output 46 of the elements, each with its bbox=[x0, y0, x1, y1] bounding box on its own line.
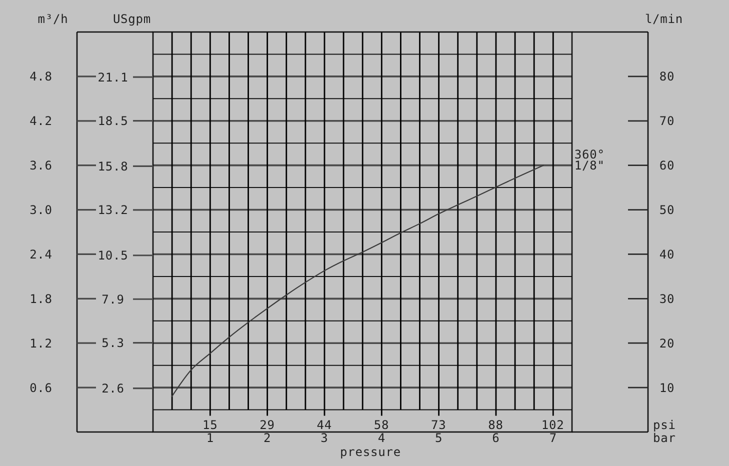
x2-tick-label: 29 bbox=[260, 418, 275, 432]
x-tick-label: 5 bbox=[435, 431, 443, 445]
x-tick-label: 4 bbox=[378, 431, 386, 445]
y3-tick-label: 5.3 bbox=[102, 336, 124, 350]
text: bar bbox=[653, 431, 676, 445]
y2-tick-label: 80 bbox=[659, 70, 675, 84]
line-series bbox=[171, 164, 544, 397]
x-tick-label: 2 bbox=[264, 431, 272, 445]
x2-tick-label: 73 bbox=[430, 418, 446, 432]
x-tick-label: 1 bbox=[206, 431, 214, 445]
y3-tick-label: 13.2 bbox=[98, 203, 128, 218]
y2-tick-label: 50 bbox=[659, 202, 675, 217]
y-tick-label: 1.8 bbox=[30, 292, 52, 306]
y2-tick-label: 60 bbox=[659, 158, 675, 173]
y-tick-label: 3.6 bbox=[30, 158, 52, 173]
y2-tick-label: 30 bbox=[659, 292, 675, 306]
x2-tick-label: 58 bbox=[374, 418, 390, 432]
text: psi bbox=[653, 418, 676, 432]
y-axis-title: m³/h bbox=[38, 12, 68, 26]
y2-tick-label: 40 bbox=[659, 247, 675, 262]
y-tick-label: 0.6 bbox=[30, 380, 52, 395]
x-axis-title: pressure bbox=[340, 445, 401, 459]
y3-tick-label: 21.1 bbox=[98, 70, 128, 84]
y-tick-label: 4.8 bbox=[30, 70, 52, 84]
legend-label: 360° 1/8" bbox=[574, 147, 605, 172]
x-tick-label: 3 bbox=[320, 431, 328, 445]
x2-tick-label: 15 bbox=[202, 418, 218, 432]
y3-tick-label: 2.6 bbox=[102, 381, 124, 396]
x2-tick-label: 102 bbox=[541, 418, 564, 432]
y2-tick-label: 70 bbox=[659, 114, 675, 128]
y3-tick-label: 10.5 bbox=[98, 248, 128, 263]
y3-tick-label: 18.5 bbox=[98, 114, 128, 128]
y2-axis-title: l/min bbox=[644, 12, 684, 26]
x2-tick-label: 44 bbox=[316, 418, 332, 432]
x-tick-label: 7 bbox=[549, 431, 557, 445]
x2-tick-label: 88 bbox=[488, 418, 504, 432]
y2-tick-label: 10 bbox=[659, 380, 675, 395]
y-tick-label: 4.2 bbox=[30, 114, 52, 128]
y3-tick-label: 7.9 bbox=[102, 292, 124, 306]
y-tick-label: 3.0 bbox=[30, 202, 52, 217]
y-tick-label: 1.2 bbox=[30, 336, 52, 350]
y-tick-label: 2.4 bbox=[30, 247, 52, 262]
y3-tick-label: 15.8 bbox=[98, 159, 128, 174]
y3-axis-title: USgpm bbox=[112, 12, 152, 26]
x-tick-label: 6 bbox=[492, 431, 500, 445]
y2-tick-label: 20 bbox=[659, 336, 675, 350]
